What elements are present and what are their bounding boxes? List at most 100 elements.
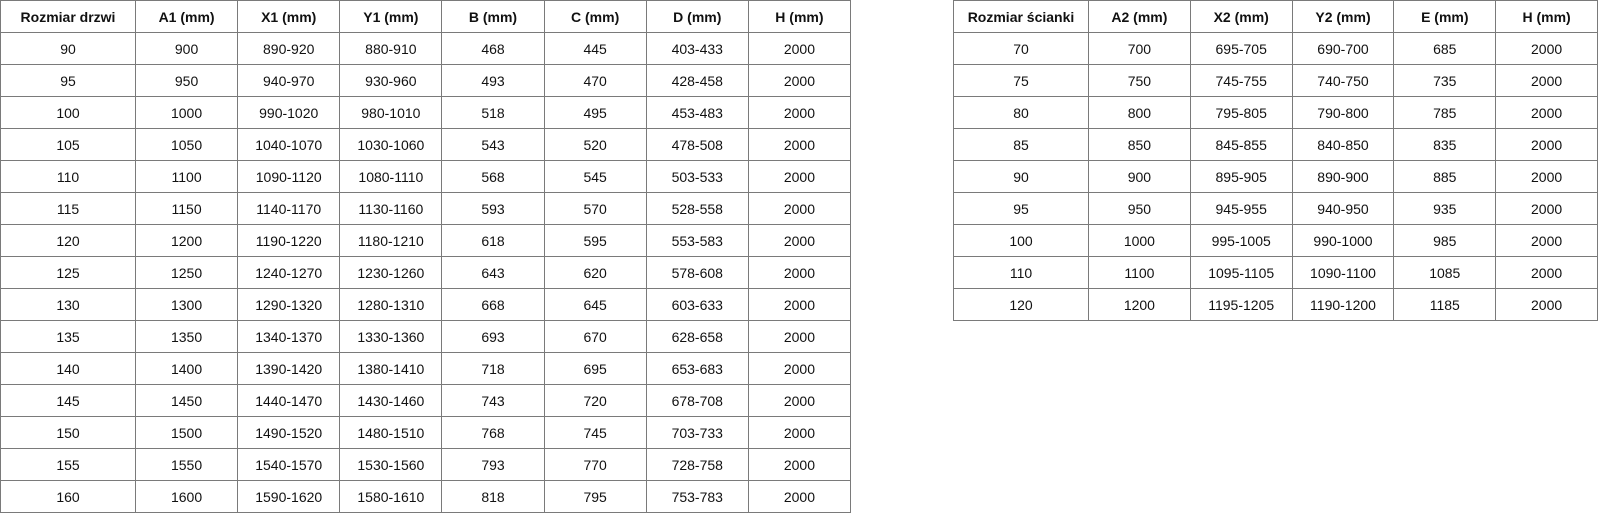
table-cell: 1550 xyxy=(134,448,239,481)
table-row: 95 950 945-955 940-950 935 2000 xyxy=(953,192,1598,225)
table-cell: 593 xyxy=(441,192,545,225)
table-cell: 1085 xyxy=(1393,256,1497,289)
table-cell: 745-755 xyxy=(1189,64,1293,97)
table-cell: 1100 xyxy=(134,160,239,193)
table-row: 75 750 745-755 740-750 735 2000 xyxy=(953,64,1598,97)
table-cell: 818 xyxy=(441,480,545,513)
table-cell: 1090-1120 xyxy=(237,160,341,193)
table-row: 110 1100 1090-1120 1080-1110 568 545 503-533 20… xyxy=(0,160,852,193)
table-row: 120 1200 1195-1205 1190-1200 1185 2000 xyxy=(953,288,1598,321)
table-cell: 2000 xyxy=(747,192,852,225)
table-cell: 1095-1105 xyxy=(1189,256,1293,289)
table-cell: 1380-1410 xyxy=(339,352,443,385)
table-cell: 120 xyxy=(0,224,136,257)
table-row: 90 900 895-905 890-900 885 2000 xyxy=(953,160,1598,193)
table-cell: 2000 xyxy=(1495,288,1598,321)
table-cell: 885 xyxy=(1393,160,1497,193)
table-cell: 2000 xyxy=(1495,64,1598,97)
table-cell: 720 xyxy=(543,384,647,417)
table-cell: 693 xyxy=(441,320,545,353)
table-cell: 545 xyxy=(543,160,647,193)
table-cell: 793 xyxy=(441,448,545,481)
table-cell: 1190-1220 xyxy=(237,224,341,257)
table-row: 115 1150 1140-1170 1130-1160 593 570 528-558 20… xyxy=(0,192,852,225)
table-cell: 2000 xyxy=(747,416,852,449)
table-cell: 890-920 xyxy=(237,32,341,65)
table-cell: 140 xyxy=(0,352,136,385)
table-cell: 1400 xyxy=(134,352,239,385)
table-cell: 795-805 xyxy=(1189,96,1293,129)
table-cell: 1100 xyxy=(1088,256,1191,289)
table-cell: 1130-1160 xyxy=(339,192,443,225)
table-cell: 1430-1460 xyxy=(339,384,443,417)
table-cell: 1390-1420 xyxy=(237,352,341,385)
table-cell: 95 xyxy=(0,64,136,97)
table-cell: 900 xyxy=(1088,160,1191,193)
header-row: Rozmiar drzwi A1 (mm) X1 (mm) Y1 (mm) B (mm)… xyxy=(0,0,852,33)
table-cell: 1185 xyxy=(1393,288,1497,321)
table-cell: 1000 xyxy=(134,96,239,129)
table-cell: 493 xyxy=(441,64,545,97)
table-cell: 685 xyxy=(1393,32,1497,65)
table-cell: 745 xyxy=(543,416,647,449)
table-cell: 2000 xyxy=(747,288,852,321)
table-cell: 1250 xyxy=(134,256,239,289)
table-cell: 1200 xyxy=(134,224,239,257)
table-cell: 100 xyxy=(0,96,136,129)
table-cell: 1600 xyxy=(134,480,239,513)
table-cell: 2000 xyxy=(747,384,852,417)
table-cell: 768 xyxy=(441,416,545,449)
table-cell: 120 xyxy=(953,288,1089,321)
table-cell: 570 xyxy=(543,192,647,225)
table-cell: 468 xyxy=(441,32,545,65)
table-cell: 695-705 xyxy=(1189,32,1293,65)
column-header: Rozmiar ścianki xyxy=(953,0,1089,33)
table-cell: 2000 xyxy=(747,320,852,353)
table-cell: 1590-1620 xyxy=(237,480,341,513)
table-cell: 543 xyxy=(441,128,545,161)
table-cell: 150 xyxy=(0,416,136,449)
table-cell: 1240-1270 xyxy=(237,256,341,289)
table-cell: 90 xyxy=(953,160,1089,193)
table-row: 100 1000 990-1020 980-1010 518 495 453-483 2000 xyxy=(0,96,852,129)
table-cell: 568 xyxy=(441,160,545,193)
table-cell: 995-1005 xyxy=(1189,224,1293,257)
table-cell: 70 xyxy=(953,32,1089,65)
table-cell: 653-683 xyxy=(645,352,749,385)
table-cell: 753-783 xyxy=(645,480,749,513)
table-cell: 2000 xyxy=(1495,224,1598,257)
table-cell: 770 xyxy=(543,448,647,481)
table-cell: 795 xyxy=(543,480,647,513)
table-cell: 110 xyxy=(953,256,1089,289)
table-row: 95 950 940-970 930-960 493 470 428-458 2000 xyxy=(0,64,852,97)
table-cell: 690-700 xyxy=(1291,32,1395,65)
table-cell: 2000 xyxy=(747,96,852,129)
table-cell: 930-960 xyxy=(339,64,443,97)
table-row: 120 1200 1190-1220 1180-1210 618 595 553-583 20… xyxy=(0,224,852,257)
table-cell: 785 xyxy=(1393,96,1497,129)
table-cell: 155 xyxy=(0,448,136,481)
table-cell: 990-1020 xyxy=(237,96,341,129)
table-cell: 800 xyxy=(1088,96,1191,129)
table-cell: 703-733 xyxy=(645,416,749,449)
table-cell: 840-850 xyxy=(1291,128,1395,161)
table-cell: 470 xyxy=(543,64,647,97)
table-cell: 628-658 xyxy=(645,320,749,353)
table-cell: 895-905 xyxy=(1189,160,1293,193)
table-cell: 1090-1100 xyxy=(1291,256,1395,289)
table-cell: 520 xyxy=(543,128,647,161)
table-cell: 980-1010 xyxy=(339,96,443,129)
table-cell: 935 xyxy=(1393,192,1497,225)
table-cell: 735 xyxy=(1393,64,1497,97)
table-row: 110 1100 1095-1105 1090-1100 1085 2000 xyxy=(953,256,1598,289)
table-cell: 1230-1260 xyxy=(339,256,443,289)
table-cell: 100 xyxy=(953,224,1089,257)
table-cell: 718 xyxy=(441,352,545,385)
column-header: B (mm) xyxy=(441,0,545,33)
table-cell: 403-433 xyxy=(645,32,749,65)
table-cell: 130 xyxy=(0,288,136,321)
table-cell: 85 xyxy=(953,128,1089,161)
table-cell: 1500 xyxy=(134,416,239,449)
table-cell: 503-533 xyxy=(645,160,749,193)
table-row: 70 700 695-705 690-700 685 2000 xyxy=(953,32,1598,65)
